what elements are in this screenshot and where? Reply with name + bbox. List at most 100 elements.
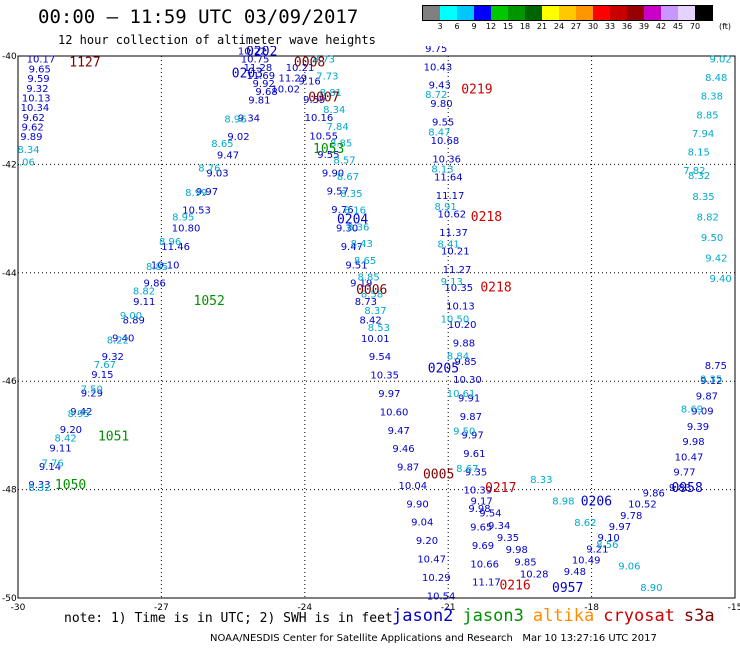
wave-height-value: 9.06 [13, 158, 35, 169]
wave-height-value: 9.90 [322, 168, 344, 179]
wave-height-value: 10.17 [27, 55, 56, 66]
wave-height-value: 9.11 [49, 444, 71, 455]
color-scale-labels: 3 6 9 12 15 18 21 24 27 30 33 36 39 42 45 70 (ft) [422, 21, 731, 33]
wave-height-value: 11.27 [443, 265, 472, 276]
color-scale: 3 6 9 12 15 18 21 24 27 30 33 36 39 42 45 70 (ft) [422, 5, 731, 33]
wave-height-value: 9.15 [91, 370, 113, 381]
wave-height-value: 9.61 [463, 449, 485, 460]
color-scale-unit: (ft) [718, 22, 732, 31]
wave-height-value: 8.82 [133, 286, 155, 297]
wave-height-value: 9.03 [206, 169, 228, 180]
wave-height-value: 8.65 [211, 139, 233, 150]
wave-height-value: 10.61 [447, 389, 476, 400]
wave-height-value: 8.13 [431, 165, 453, 176]
wave-height-value: 9.89 [20, 132, 42, 143]
wave-height-value: 9.42 [705, 254, 727, 265]
wave-height-value: 9.33 [28, 480, 50, 491]
wave-height-value: 10.54 [427, 591, 456, 602]
wave-height-value: 8.99 [185, 188, 207, 199]
color-swatch [644, 6, 661, 20]
wave-height-value: 8.85 [357, 273, 379, 284]
chart-title: 00:00 – 11:59 UTC 03/09/2017 [38, 6, 359, 28]
wave-height-value: 9.30 [336, 224, 358, 235]
wave-height-value: 9.88 [453, 338, 475, 349]
satellite-legend: jason2 jason3 altika cryosat s3a [392, 606, 724, 626]
pass-time-label: 0204 [337, 213, 368, 228]
wave-height-value: 9.34 [238, 114, 260, 125]
wave-height-value: 8.95 [68, 409, 90, 420]
color-scale-tick: 12 [485, 22, 497, 31]
wave-height-value: 8.22 [107, 335, 129, 346]
wave-height-value: 8.16 [344, 206, 366, 217]
wave-height-value: 9.20 [416, 536, 438, 547]
wave-height-value: 8.38 [701, 92, 723, 103]
pass-time-label: 1050 [55, 478, 86, 493]
wave-height-value: 9.47 [341, 242, 363, 253]
wave-height-value: 9.87 [696, 391, 718, 402]
wave-height-value: 10.36 [432, 154, 461, 165]
wave-height-value: 9.12 [700, 376, 722, 387]
wave-height-value: 8.56 [596, 540, 618, 551]
wave-height-value: 9.76 [331, 205, 353, 216]
wave-height-value: 8.98 [552, 496, 574, 507]
pass-time-label: 0958 [672, 481, 703, 496]
wave-height-value: 10.34 [21, 103, 50, 114]
color-scale-tick: 45 [672, 22, 684, 31]
color-scale-tick: 18 [519, 22, 531, 31]
x-tick-label: -21 [441, 603, 456, 613]
color-scale-tick: 36 [621, 22, 633, 31]
wave-height-value: 9.42 [70, 407, 92, 418]
wave-height-value: 9.98 [468, 504, 490, 515]
wave-height-value: 9.54 [479, 509, 501, 520]
y-tick-label: -48 [2, 486, 17, 496]
wave-height-value: 8.84 [447, 352, 469, 363]
color-scale-tick: 27 [570, 22, 582, 31]
pass-time-label: 0218 [471, 210, 502, 225]
wave-height-value: 9.90 [406, 499, 428, 510]
wave-height-value: 9.32 [102, 352, 124, 363]
wave-height-value: 9.39 [687, 422, 709, 433]
wave-height-value: 11.17 [436, 191, 465, 202]
wave-height-value: 10.53 [182, 205, 211, 216]
wave-height-value: 8.41 [438, 240, 460, 251]
wave-height-value: 9.75 [425, 44, 447, 55]
pass-time-label: 0008 [294, 55, 325, 70]
wave-height-value: 10.01 [361, 334, 390, 345]
wave-height-value: 9.47 [217, 150, 239, 161]
wave-height-value: 9.54 [369, 352, 391, 363]
wave-height-value: 7.84 [327, 122, 349, 133]
color-scale-swatches [422, 5, 713, 21]
color-scale-tick: 30 [587, 22, 599, 31]
wave-height-value: 10.28 [520, 570, 549, 581]
legend-cryosat: cryosat [603, 606, 675, 626]
wave-height-value: 8.82 [697, 212, 719, 223]
wave-height-value: 9.97 [461, 430, 483, 441]
wave-height-value: 10.80 [172, 224, 201, 235]
color-scale-tick: 42 [655, 22, 667, 31]
wave-height-value: 8.85 [146, 262, 168, 273]
color-swatch [576, 6, 593, 20]
wave-height-value: 8.33 [530, 475, 552, 486]
footer-credit: NOAA/NESDIS Center for Satellite Applica… [210, 633, 657, 644]
wave-height-value: 9.98 [682, 437, 704, 448]
wave-height-value: 9.48 [564, 567, 586, 578]
y-tick-label: -40 [2, 52, 17, 62]
pass-time-label: 0957 [552, 581, 583, 596]
wave-height-value: 8.36 [347, 222, 369, 233]
wave-height-value: 8.34 [323, 105, 345, 116]
wave-height-value: 9.17 [471, 496, 493, 507]
wave-height-value: 9.40 [710, 274, 732, 285]
wave-height-value: 10.49 [572, 556, 601, 567]
wave-height-value: 7.73 [316, 71, 338, 82]
pass-time-label: 0005 [423, 467, 454, 482]
wave-height-value: 8.85 [696, 110, 718, 121]
wave-height-value: 9.98 [506, 545, 528, 556]
wave-height-value: 7.82 [683, 166, 705, 177]
wave-height-value: 9.97 [196, 187, 218, 198]
wave-height-value: 8.81 [320, 88, 342, 99]
wave-height-value: 11.17 [472, 578, 501, 589]
wave-height-value: 8.76 [198, 163, 220, 174]
wave-height-value: 11.46 [161, 242, 190, 253]
wave-height-value: 8.35 [692, 192, 714, 203]
